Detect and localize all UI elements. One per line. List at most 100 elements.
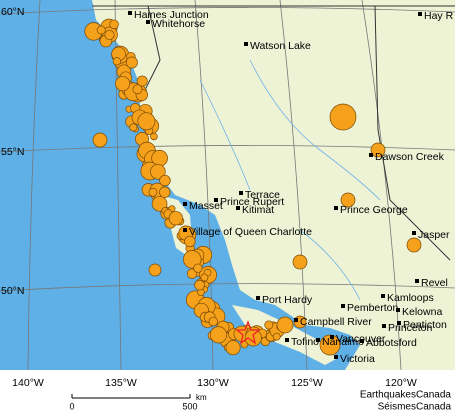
longitude-label: 125°W [291, 377, 323, 389]
earthquake [151, 195, 168, 212]
earthquake [96, 25, 106, 35]
city-marker [396, 308, 400, 312]
earthquake [150, 163, 166, 180]
earthquake [112, 57, 121, 66]
city-marker [244, 42, 248, 46]
earthquake [148, 263, 162, 277]
city-marker [128, 11, 132, 15]
earthquake [194, 279, 205, 291]
city-marker [316, 338, 320, 342]
city-label: Kelowna [402, 306, 442, 318]
city-label: Vancouver [336, 333, 386, 345]
city-label: Campbell River [300, 316, 372, 328]
earthquake [370, 142, 386, 158]
city-marker [360, 339, 364, 343]
city-marker [418, 12, 422, 16]
city-label: Tofino [291, 336, 319, 348]
city-label: Pemberton [347, 302, 399, 314]
earthquake [340, 192, 356, 208]
city-label: Watson Lake [250, 40, 311, 52]
earthquake [264, 320, 274, 330]
borders [92, 5, 455, 261]
earthquake [272, 332, 281, 341]
latitude-label: 60°N [1, 6, 24, 18]
city-label: Haines Junction [134, 9, 209, 21]
city-label: Abbotsford [366, 337, 417, 349]
city-marker [382, 324, 386, 328]
earthquake [159, 186, 171, 198]
latitude-label: 50°N [1, 285, 24, 297]
latitude-label: 55°N [1, 146, 24, 158]
city-marker [285, 338, 289, 342]
vancouver-island [232, 305, 338, 365]
city-label: Kitimat [242, 204, 274, 216]
epicenter-star [235, 320, 261, 345]
city-marker [334, 206, 338, 210]
earthquake [129, 123, 138, 132]
earthquake [225, 340, 241, 356]
city-marker [239, 191, 243, 195]
city-label: Revel [421, 277, 448, 289]
city-marker [341, 304, 345, 308]
city-label: Dawson Creek [375, 151, 445, 163]
credit: EarthquakesCanada [360, 390, 452, 401]
longitude-label: 140°W [12, 377, 44, 389]
earthquake [168, 211, 183, 226]
city-marker [183, 202, 187, 206]
city-label: Victoria [340, 353, 375, 365]
earthquake [92, 132, 108, 148]
longitude-label: 135°W [105, 377, 137, 389]
earthquake [200, 273, 209, 282]
city-marker [294, 318, 298, 322]
city-label: Hay R [424, 10, 454, 22]
earthquake [104, 29, 115, 41]
mainland [92, 0, 455, 370]
earthquake [109, 19, 119, 30]
earthquake [292, 254, 308, 270]
longitude-label: 130°W [197, 377, 229, 389]
earthquakes [84, 18, 422, 356]
earthquake [184, 235, 196, 248]
earthquake [276, 316, 294, 334]
earthquake [148, 187, 158, 197]
earthquake [137, 112, 156, 131]
city-marker [256, 296, 260, 300]
latitude-labels: 60°N 55°N 50°N [1, 6, 24, 297]
earthquake [132, 84, 143, 95]
earthquake [209, 326, 228, 344]
city-label: Princeton [388, 322, 433, 334]
city-marker [214, 198, 218, 202]
earthquake [136, 75, 148, 87]
city-marker [412, 231, 416, 235]
city-label: Prince George [340, 204, 408, 216]
scale-end: 500 [182, 401, 197, 411]
earthquake [208, 316, 219, 327]
city-marker [397, 321, 401, 325]
earthquake [115, 76, 131, 92]
city-label: Village of Queen Charlotte [189, 226, 312, 238]
city-label: Terrace [245, 189, 280, 201]
parallels [0, 7, 455, 292]
city-label: Whitehorse [152, 18, 205, 30]
city-marker [183, 228, 187, 232]
city-marker [415, 279, 419, 283]
meridians [27, 0, 402, 370]
city-label: Masset [189, 200, 223, 212]
earthquake [125, 56, 138, 69]
city-marker [381, 294, 385, 298]
city-label: Prince Rupert [220, 196, 284, 208]
city-marker [369, 153, 373, 157]
city-marker [330, 335, 334, 339]
longitude-label: 120°W [385, 377, 417, 389]
city-label: Penticton [403, 319, 447, 331]
earthquake [193, 263, 203, 273]
scale-unit: km [196, 393, 207, 402]
credit: SéismesCanada [378, 402, 452, 413]
earthquake [159, 174, 171, 187]
city-marker [146, 20, 150, 24]
earthquake [329, 103, 357, 131]
